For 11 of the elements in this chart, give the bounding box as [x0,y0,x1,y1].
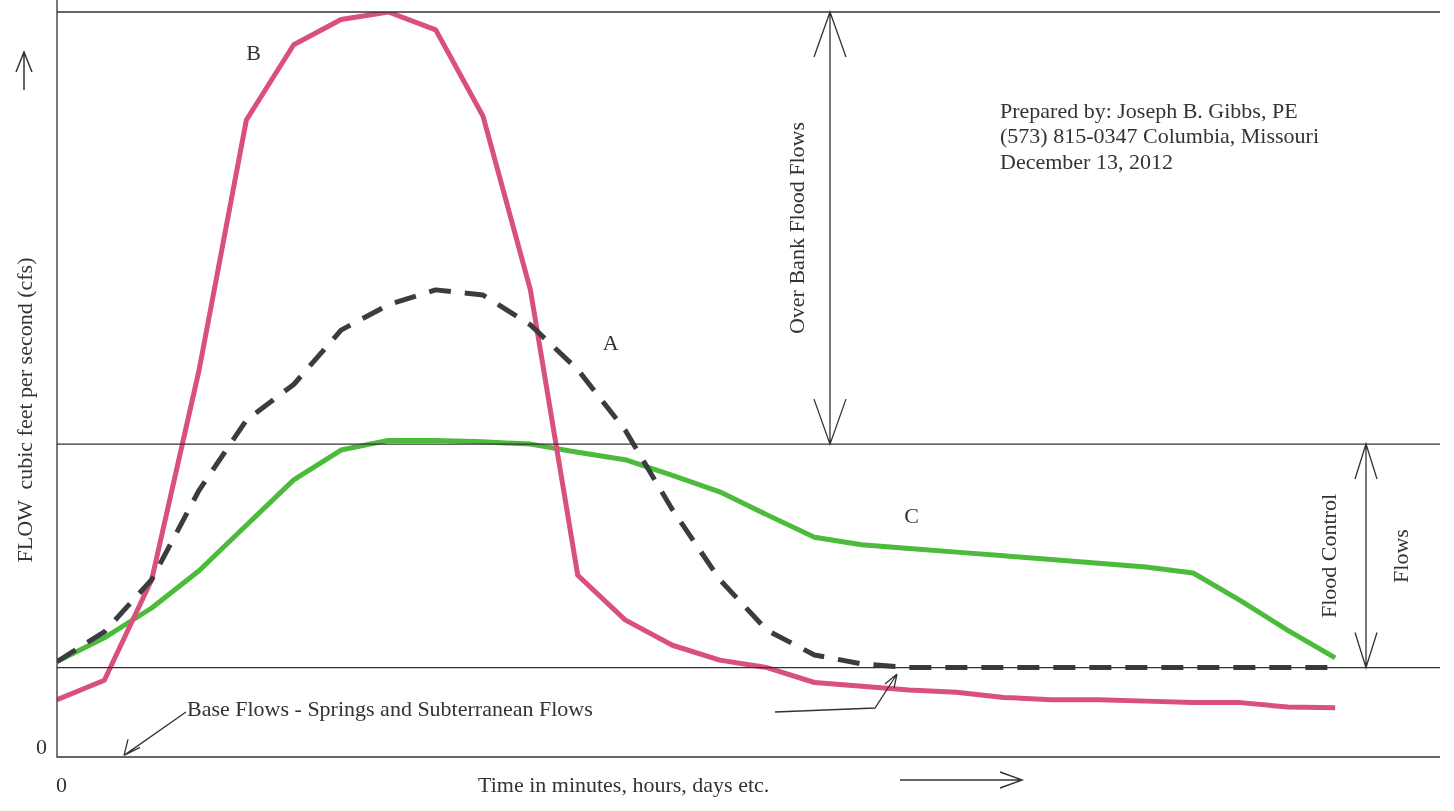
x-axis-title: Time in minutes, hours, days etc. [478,772,770,798]
y-axis-title: FLOW cubic feet per second (cfs) [12,257,38,563]
annotation: Base Flows - Springs and Subterranean Flows [187,696,593,722]
text: Flood Control Flows [1316,493,1413,618]
series-label: B [246,40,262,66]
text: 0 [56,772,67,798]
annotation: Prepared by: Joseph B. Gibbs, PE (573) 815-0347 Columbia, Missouri December 13, 2012 [1000,98,1319,174]
annotation: Over Bank Flood Flows [784,122,810,335]
series-label: C [904,503,919,529]
annotation: 0 [36,734,47,760]
series-label: A [602,329,619,355]
